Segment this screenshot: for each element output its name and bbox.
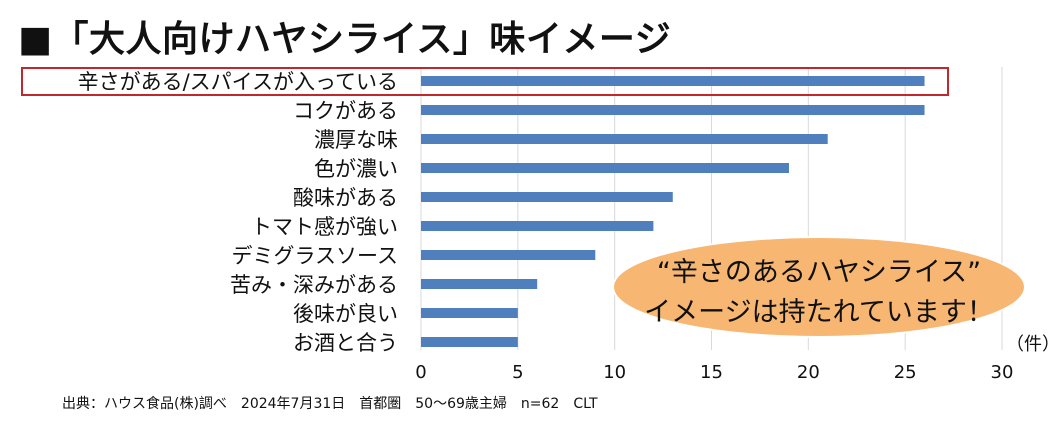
- x-tick-labels: 0 5 10 15 20 25 30: [415, 362, 1013, 383]
- unit-label: （件）: [1006, 334, 1058, 355]
- category-label: デミグラスソース: [231, 244, 398, 268]
- category-label: 苦み・深みがある: [230, 273, 398, 297]
- category-labels: 辛さがある/スパイスが入っているコクがある濃厚な味色が濃い酸味があるトマト感が強…: [78, 70, 398, 355]
- bar: [421, 308, 518, 318]
- bar: [421, 337, 518, 347]
- category-label: コクがある: [293, 99, 398, 123]
- bars: [421, 76, 925, 347]
- bar: [421, 105, 925, 115]
- x-tick-label: 5: [512, 362, 523, 383]
- x-tick-label: 15: [700, 362, 723, 383]
- category-label: 辛さがある/スパイスが入っている: [78, 70, 398, 94]
- category-label: 酸味がある: [293, 186, 398, 210]
- bar: [421, 250, 596, 260]
- x-tick-label: 25: [894, 362, 917, 383]
- bar: [421, 76, 925, 86]
- category-label: 濃厚な味: [314, 128, 398, 152]
- category-label: 後味が良い: [293, 302, 398, 326]
- category-label: 色が濃い: [314, 157, 398, 181]
- category-label: お酒と合う: [293, 331, 398, 355]
- callout-line-1: “辛さのあるハヤシライス”: [656, 257, 982, 288]
- x-tick-label: 10: [603, 362, 626, 383]
- highlight-box: [21, 67, 949, 96]
- x-tick-label: 20: [797, 362, 820, 383]
- x-tick-label: 30: [991, 362, 1014, 383]
- bar: [421, 163, 789, 173]
- x-tick-label: 0: [415, 362, 426, 383]
- bar: [421, 279, 538, 289]
- category-label: トマト感が強い: [251, 215, 398, 239]
- chart-title: ■「大人向けハヤシライス」味イメージ: [18, 19, 672, 60]
- bar: [421, 221, 654, 231]
- bar: [421, 192, 673, 202]
- callout-line-2: イメージは持たれています！: [644, 297, 994, 328]
- source-note: 出典：ハウス食品(株)調べ 2024年7月31日 首都圏 50～69歳主婦 n=…: [62, 396, 598, 412]
- bar: [421, 134, 828, 144]
- callout-ellipse: “辛さのあるハヤシライス” イメージは持たれています！: [612, 236, 1026, 338]
